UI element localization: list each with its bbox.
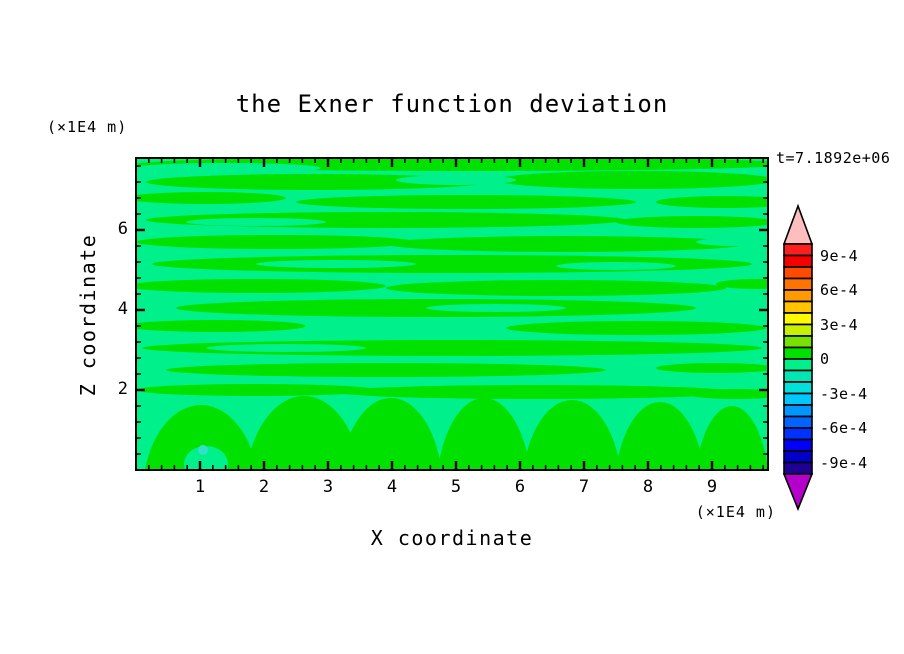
contour-band-shape	[146, 174, 486, 190]
x-tick-label: 8	[642, 477, 654, 497]
chart-title: the Exner function deviation	[235, 90, 669, 118]
contour-band-shape	[695, 406, 768, 470]
contour-band-shape	[506, 321, 766, 335]
contour-band-shape	[716, 279, 768, 289]
colorbar-band	[783, 266, 813, 280]
contour-band-shape	[615, 402, 705, 470]
x-axis-unit-label: (×1E4 m)	[695, 503, 776, 521]
x-tick-label: 6	[514, 477, 526, 497]
x-tick-label: 2	[258, 477, 270, 497]
contour-band-shape	[386, 280, 726, 296]
colorbar-band	[783, 450, 813, 464]
contour-band-shape	[142, 340, 762, 356]
contour-band-shape	[556, 262, 676, 270]
contour-band-shape	[136, 192, 286, 204]
x-axis-title: X coordinate	[370, 526, 534, 550]
colorbar-tick-label: 9e-4	[820, 246, 859, 265]
x-tick-label: 7	[578, 477, 590, 497]
colorbar-band	[783, 300, 813, 314]
contour-band-shape	[136, 235, 416, 249]
axis-ticks	[136, 158, 768, 470]
contour-band-shape	[256, 260, 416, 268]
colorbar-band	[783, 369, 813, 383]
contour-band-shape	[136, 320, 306, 332]
x-tick-label: 5	[450, 477, 462, 497]
contour-band-shape	[437, 398, 531, 470]
colorbar-band	[783, 392, 813, 406]
colorbar-band	[783, 461, 813, 475]
colorbar-band	[783, 243, 813, 257]
x-tick-label: 3	[322, 477, 334, 497]
y-tick-label: 2	[117, 379, 128, 399]
contour-band-shape	[136, 163, 321, 173]
contour-band-shape	[206, 344, 366, 352]
colorbar-band	[783, 438, 813, 452]
colorbar-band	[783, 277, 813, 291]
contour-band-shape	[184, 446, 228, 470]
colorbar	[782, 203, 814, 512]
contour-band-shape	[686, 389, 768, 399]
contour-band-shape	[145, 405, 257, 470]
colorbar-tick-label: -9e-4	[820, 453, 868, 472]
contour-band-shape	[136, 384, 376, 396]
contour-band-shape	[336, 385, 736, 399]
contour-band-shape	[136, 279, 386, 293]
x-tick-label: 4	[386, 477, 398, 497]
colorbar-band	[783, 427, 813, 441]
contour-band-shape	[496, 171, 768, 189]
contour-band-shape	[296, 195, 636, 209]
x-tick-label: 9	[706, 477, 718, 497]
colorbar-tick-label: 3e-4	[820, 315, 859, 334]
contour-band-shape	[246, 396, 362, 470]
colorbar-band	[783, 335, 813, 349]
colorbar-band	[783, 346, 813, 360]
contour-band-shape	[656, 196, 768, 208]
contour-band-shape	[696, 238, 768, 246]
colorbar-band	[783, 312, 813, 326]
contour-band-shape	[166, 363, 606, 377]
contour-band-shape	[656, 363, 768, 373]
contour-band-shape	[426, 304, 566, 312]
y-tick-label: 4	[117, 299, 128, 319]
colorbar-band	[783, 415, 813, 429]
y-tick-label: 6	[117, 219, 128, 239]
colorbar-under-arrow	[782, 473, 814, 512]
turquoise-spot	[198, 445, 208, 455]
colorbar-band	[783, 404, 813, 418]
contour-band-shape	[186, 218, 326, 226]
contour-band-shape	[523, 400, 621, 470]
colorbar-tick-label: -3e-4	[820, 384, 868, 403]
colorbar-tick-label: 6e-4	[820, 281, 859, 299]
colorbar-tick-label: 0	[820, 350, 830, 368]
colorbar-band	[783, 358, 813, 372]
plot-frame	[135, 157, 769, 471]
colorbar-band	[783, 254, 813, 268]
x-tick-label: 1	[194, 477, 206, 497]
colorbar-over-arrow	[782, 203, 814, 245]
contour-band-shape	[340, 398, 442, 470]
colorbar-tick-label: -6e-4	[820, 419, 868, 437]
time-annotation: t=7.1892e+06	[776, 149, 891, 167]
y-axis-unit-label: (×1E4 m)	[47, 118, 128, 136]
contour-field	[136, 158, 768, 470]
colorbar-band	[783, 323, 813, 337]
contour-band-shape	[386, 236, 746, 252]
colorbar-band	[783, 381, 813, 395]
contour-band-shape	[616, 216, 768, 228]
contour-band-shape	[396, 175, 516, 185]
colorbar-band	[783, 289, 813, 303]
